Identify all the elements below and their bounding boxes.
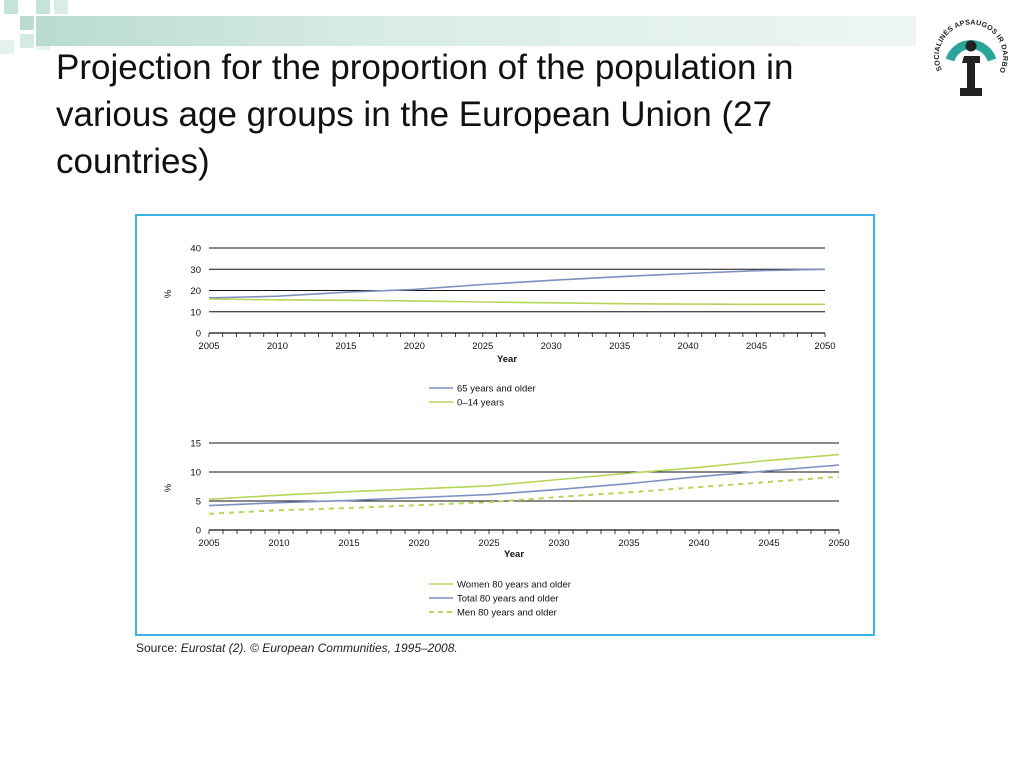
x-axis-label: Year <box>504 549 524 560</box>
legend-label: Men 80 years and older <box>457 608 557 619</box>
x-tick-label: 2035 <box>618 538 639 549</box>
y-tick-label: 5 <box>196 497 201 508</box>
series-line <box>208 268 826 299</box>
x-tick-label: 2045 <box>758 538 779 549</box>
header-bar <box>36 16 916 46</box>
x-tick-label: 2025 <box>478 538 499 549</box>
x-tick-label: 2040 <box>688 538 709 549</box>
x-tick-label: 2005 <box>198 341 219 352</box>
x-tick-label: 2025 <box>472 341 493 352</box>
source-prefix: Source: <box>136 641 181 655</box>
source-note: Source: Eurostat (2). © European Communi… <box>136 641 458 655</box>
x-tick-label: 2050 <box>814 341 835 352</box>
x-axis-label: Year <box>497 354 517 365</box>
x-tick-label: 2035 <box>609 341 630 352</box>
series-line <box>208 298 825 306</box>
series-line <box>208 464 840 507</box>
legend-label: Total 80 years and older <box>457 594 558 605</box>
legend-label: Women 80 years and older <box>457 580 571 591</box>
chart-frame: 0 10 20 30 40 2005 2010 2015 2020 2025 2030 2035 204… <box>135 214 875 636</box>
y-tick-label: 0 <box>196 329 201 340</box>
y-tick-label: 20 <box>190 286 201 297</box>
x-tick-label: 2005 <box>198 538 219 549</box>
y-axis-label: % <box>163 289 174 298</box>
x-tick-label: 2020 <box>408 538 429 549</box>
y-tick-label: 40 <box>190 244 201 255</box>
chart-80-and-older: 0 5 10 15 2005 2010 2015 2020 2025 2030 2035 2040 20… <box>163 439 850 619</box>
x-tick-label: 2030 <box>541 341 562 352</box>
y-tick-label: 0 <box>196 526 201 537</box>
y-tick-label: 10 <box>190 468 201 479</box>
x-tick-label: 2010 <box>267 341 288 352</box>
x-tick-label: 2045 <box>746 341 767 352</box>
x-tick-label: 2030 <box>548 538 569 549</box>
slide-title: Projection for the proportion of the pop… <box>56 48 794 181</box>
y-tick-label: 10 <box>190 307 201 318</box>
x-tick-label: 2015 <box>335 341 356 352</box>
ministry-logo: SOCIALINĖS APSAUGOS IR DARBO MINISTERIJA <box>925 1 1014 104</box>
x-tick-label: 2020 <box>404 341 425 352</box>
source-citation: Eurostat (2). © European Communities, 19… <box>180 641 458 655</box>
series-line <box>208 453 840 501</box>
x-tick-label: 2015 <box>338 538 359 549</box>
legend-label: 65 years and older <box>457 384 536 395</box>
y-tick-label: 30 <box>190 265 201 276</box>
x-tick-label: 2010 <box>268 538 289 549</box>
x-tick-label: 2040 <box>678 341 699 352</box>
y-axis-label: % <box>163 483 174 492</box>
x-tick-label: 2050 <box>828 538 849 549</box>
legend-label: 0–14 years <box>457 398 504 409</box>
y-tick-label: 15 <box>190 439 201 450</box>
